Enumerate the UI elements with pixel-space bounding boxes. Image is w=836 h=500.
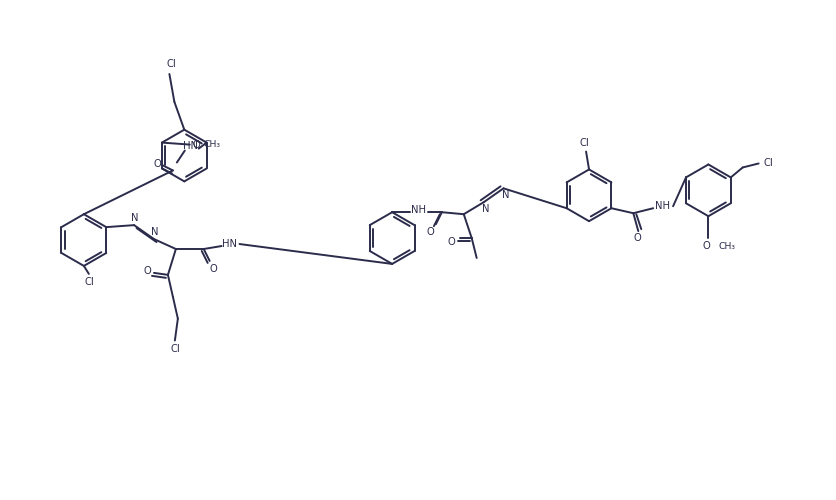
Text: HN: HN <box>222 239 237 249</box>
Text: HN: HN <box>183 140 198 150</box>
Text: N: N <box>482 204 489 214</box>
Text: Cl: Cl <box>579 138 589 147</box>
Text: NH: NH <box>654 201 669 211</box>
Text: NH: NH <box>410 205 425 215</box>
Text: O: O <box>426 227 433 237</box>
Text: O: O <box>701 241 710 251</box>
Text: O: O <box>447 237 455 247</box>
Text: N: N <box>151 227 159 237</box>
Text: Cl: Cl <box>762 158 772 168</box>
Text: O: O <box>633 233 640 243</box>
Text: O: O <box>192 140 201 149</box>
Text: O: O <box>153 160 161 170</box>
Text: Cl: Cl <box>170 344 180 354</box>
Text: O: O <box>143 266 150 276</box>
Text: Cl: Cl <box>85 277 94 287</box>
Text: O: O <box>210 264 217 274</box>
Text: N: N <box>131 213 139 223</box>
Text: CH₃: CH₃ <box>717 242 735 250</box>
Text: CH₃: CH₃ <box>203 140 221 149</box>
Text: N: N <box>501 190 508 200</box>
Text: Cl: Cl <box>166 59 176 69</box>
